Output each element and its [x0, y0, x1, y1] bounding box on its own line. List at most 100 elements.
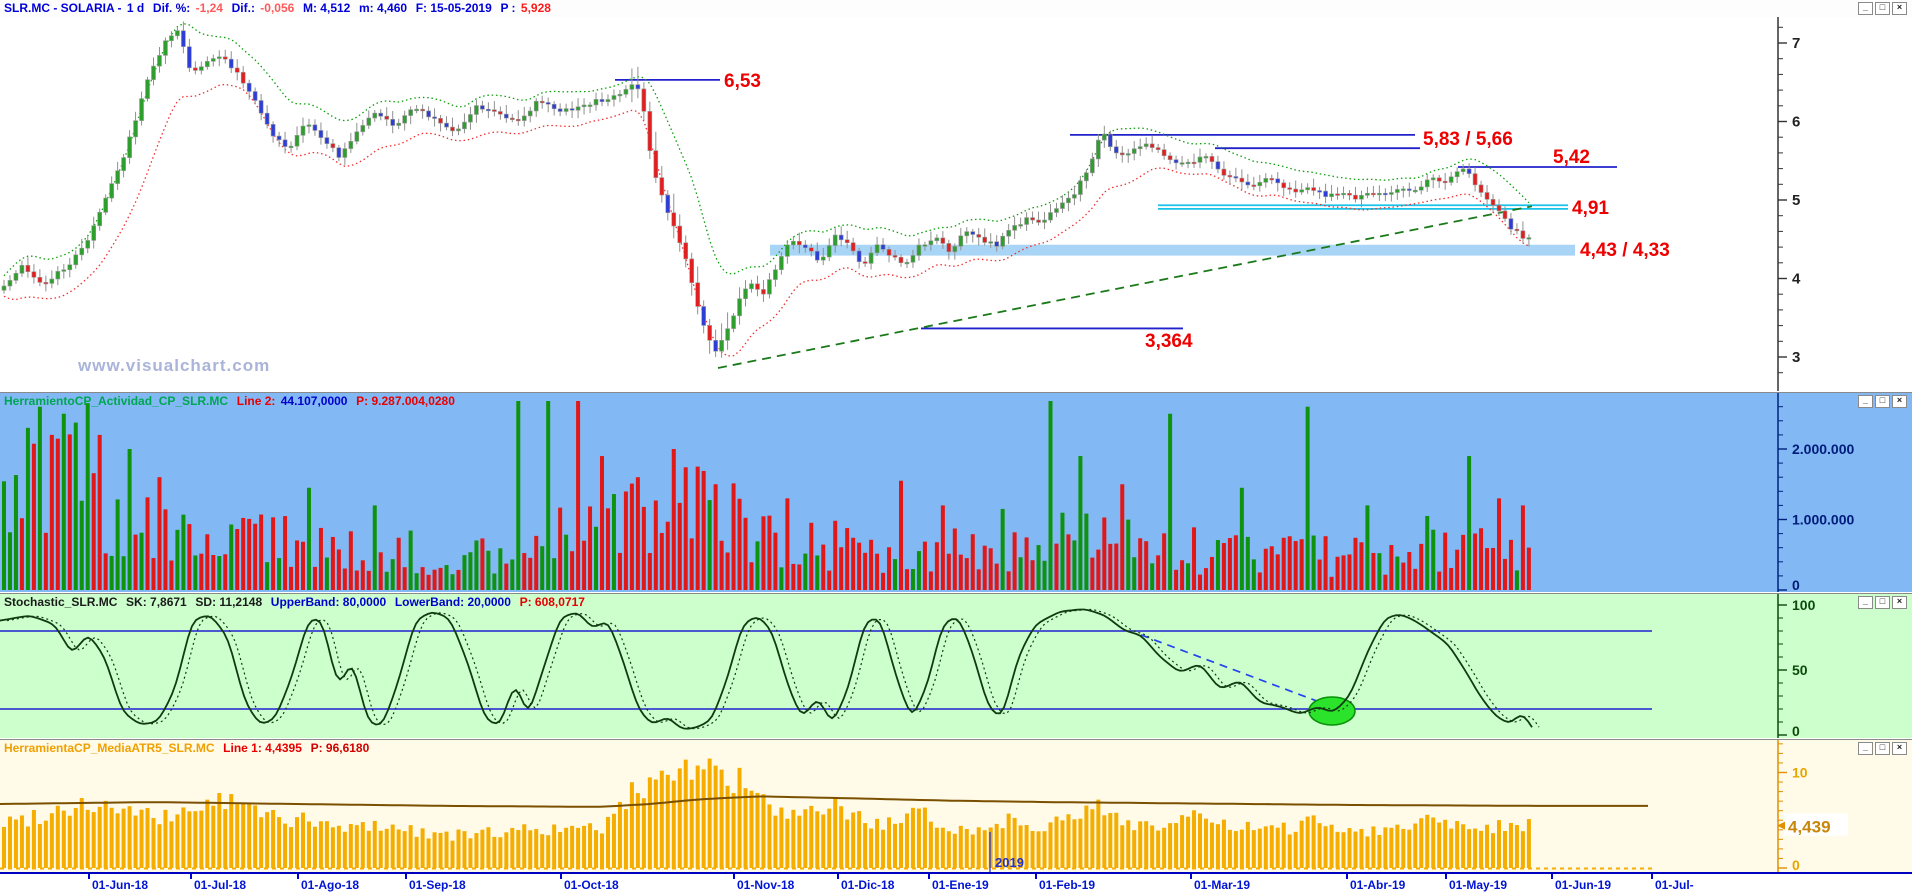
x-axis-label: 01-Oct-18	[564, 878, 619, 892]
x-axis-label: 01-Mar-19	[1194, 878, 1251, 892]
x-axis-label: 01-Jun-19	[1555, 878, 1612, 892]
header-text-part: Stochastic_SLR.MC	[4, 595, 125, 609]
x-axis-tick	[733, 874, 735, 879]
x-axis-tick	[837, 874, 839, 879]
maximize-icon[interactable]: □	[1875, 395, 1890, 408]
x-axis-label: 01-Abr-19	[1350, 878, 1406, 892]
x-axis-label: 01-May-19	[1449, 878, 1508, 892]
maximize-icon[interactable]: □	[1875, 742, 1890, 755]
x-axis-label: 01-Ene-19	[932, 878, 989, 892]
header-text-part: SD: 11,2148	[195, 595, 269, 609]
year-label: 2019	[995, 855, 1024, 870]
header-text-part: M: 4,512	[302, 1, 358, 15]
stochastic-window-controls: _ □ ×	[1858, 596, 1907, 609]
y-axis-label: 3	[1792, 349, 1800, 366]
x-axis-tick	[1651, 874, 1653, 879]
header-text-part: P :	[500, 1, 519, 15]
panel-divider[interactable]	[0, 392, 1912, 393]
volume-chart[interactable]: 0 1.000.000 2.000.000	[0, 393, 1912, 592]
x-axis-label: 01-Dic-18	[841, 878, 895, 892]
price-level-label: 5,42	[1553, 147, 1590, 168]
y-axis-label: 0	[1792, 577, 1800, 592]
close-icon[interactable]: ×	[1892, 596, 1907, 609]
close-icon[interactable]: ×	[1892, 395, 1907, 408]
y-axis-label: 7	[1792, 35, 1800, 52]
panel-divider[interactable]	[0, 593, 1912, 594]
x-axis-tick	[560, 874, 562, 879]
header-text-part: P: 608,0717	[519, 595, 585, 609]
minimize-icon[interactable]: _	[1858, 395, 1873, 408]
header-text-part: LowerBand: 20,0000	[394, 595, 518, 609]
header-text-part: m: 4,460	[359, 1, 414, 15]
y-axis-label: 1.000.000	[1792, 512, 1854, 528]
maximize-icon[interactable]: □	[1875, 596, 1890, 609]
header-text-part: P: 9.287.004,0280	[356, 394, 455, 408]
header-text-part: UpperBand: 80,0000	[270, 595, 393, 609]
x-axis-tick	[1551, 874, 1553, 879]
x-axis-label: 01-Jul-	[1655, 878, 1694, 892]
panel-divider[interactable]	[0, 739, 1912, 740]
atr-header: HerramientaCP_MediaATR5_SLR.MC Line 1: 4…	[4, 741, 371, 755]
atr-window-controls: _ □ ×	[1858, 742, 1907, 755]
y-axis-label: 4	[1792, 271, 1801, 288]
x-axis-tick	[1445, 874, 1447, 879]
x-axis[interactable]: 01-Jun-18 01-Jul-18 01-Ago-18 01-Sep-18 01-O…	[0, 872, 1912, 892]
volume-window-controls: _ □ ×	[1858, 395, 1907, 408]
y-axis-label: 0	[1792, 723, 1800, 738]
x-axis-label: 01-Jun-18	[92, 878, 149, 892]
header-text-part: Dif. %:	[152, 1, 194, 15]
x-axis-tick	[1346, 874, 1348, 879]
minimize-icon[interactable]: _	[1858, 742, 1873, 755]
chart-title: SLR.MC - SOLARIA - 1 d Dif. %: -1,24 Dif…	[4, 1, 553, 15]
volume-panel[interactable]: 0 1.000.000 2.000.000 HerramientoCP_Activi…	[0, 393, 1912, 592]
x-axis-label: 01-Ago-18	[301, 878, 360, 892]
minimize-icon[interactable]: _	[1858, 596, 1873, 609]
x-axis-label: 01-Sep-18	[409, 878, 466, 892]
price-level-label: 4,91	[1572, 198, 1609, 219]
header-text-part: HerramientoCP_Actividad_CP_SLR.MC	[4, 394, 235, 408]
watermark: www.visualchart.com	[78, 356, 271, 375]
header-text-part: -0,056	[260, 1, 301, 15]
header-text-part: 44.107,0000	[280, 394, 355, 408]
x-axis-label: 01-Feb-19	[1039, 878, 1096, 892]
x-axis-tick	[190, 874, 192, 879]
header-text-part: Line 1: 4,4395	[223, 741, 309, 755]
x-axis-tick	[88, 874, 90, 879]
header-text-part: 5,928	[520, 1, 551, 15]
header-text-part: HerramientaCP_MediaATR5_SLR.MC	[4, 741, 222, 755]
atr-current-value: 4,439	[1788, 818, 1831, 837]
y-axis-label: 0	[1792, 857, 1800, 872]
price-level-label: 4,43 / 4,33	[1580, 240, 1670, 261]
stochastic-chart[interactable]: 0 50 100	[0, 594, 1912, 738]
maximize-icon[interactable]: □	[1875, 2, 1890, 15]
y-axis-label: 2.000.000	[1792, 441, 1854, 457]
header-text-part: Dif.:	[231, 1, 259, 15]
stochastic-panel[interactable]: 0 50 100 Stochastic_SLR.MC SK: 7,8671 SD: …	[0, 594, 1912, 738]
x-axis-label: 01-Jul-18	[194, 878, 247, 892]
y-axis-label: 10	[1792, 765, 1808, 781]
y-axis-label: 6	[1792, 114, 1800, 131]
x-axis-tick	[1190, 874, 1192, 879]
header-text-part: Line 2:	[236, 394, 279, 408]
minimize-icon[interactable]: _	[1858, 2, 1873, 15]
header-text-part: P: 96,6180	[310, 741, 370, 755]
close-icon[interactable]: ×	[1892, 742, 1907, 755]
price-chart[interactable]: 6,53 5,83 / 5,66 5,42 3,364 4,91 4,43 / 4,33 7…	[0, 17, 1912, 391]
y-axis-label: 100	[1792, 597, 1816, 613]
price-level-label: 5,83 / 5,66	[1423, 129, 1513, 150]
x-axis-tick	[297, 874, 299, 879]
volume-header: HerramientoCP_Actividad_CP_SLR.MC Line 2…	[4, 394, 457, 408]
stochastic-header: Stochastic_SLR.MC SK: 7,8671 SD: 11,2148…	[4, 595, 587, 609]
price-panel[interactable]: 6,53 5,83 / 5,66 5,42 3,364 4,91 4,43 / 4,33 7…	[0, 17, 1912, 391]
price-level-label: 3,364	[1145, 331, 1193, 352]
close-icon[interactable]: ×	[1892, 2, 1907, 15]
price-window-controls: _ □ ×	[1858, 2, 1907, 15]
atr-chart[interactable]: 2019 0 10 4,439	[0, 740, 1912, 872]
x-axis-tick	[1035, 874, 1037, 879]
atr-panel[interactable]: 2019 0 10 4,439 HerramientaCP_MediaATR5_SLR…	[0, 740, 1912, 872]
x-axis-label: 01-Nov-18	[737, 878, 795, 892]
header-text-part: F: 15-05-2019	[415, 1, 499, 15]
header-text-part: SK: 7,8671	[126, 595, 194, 609]
header-text-part: SLR.MC - SOLARIA -	[4, 1, 125, 15]
